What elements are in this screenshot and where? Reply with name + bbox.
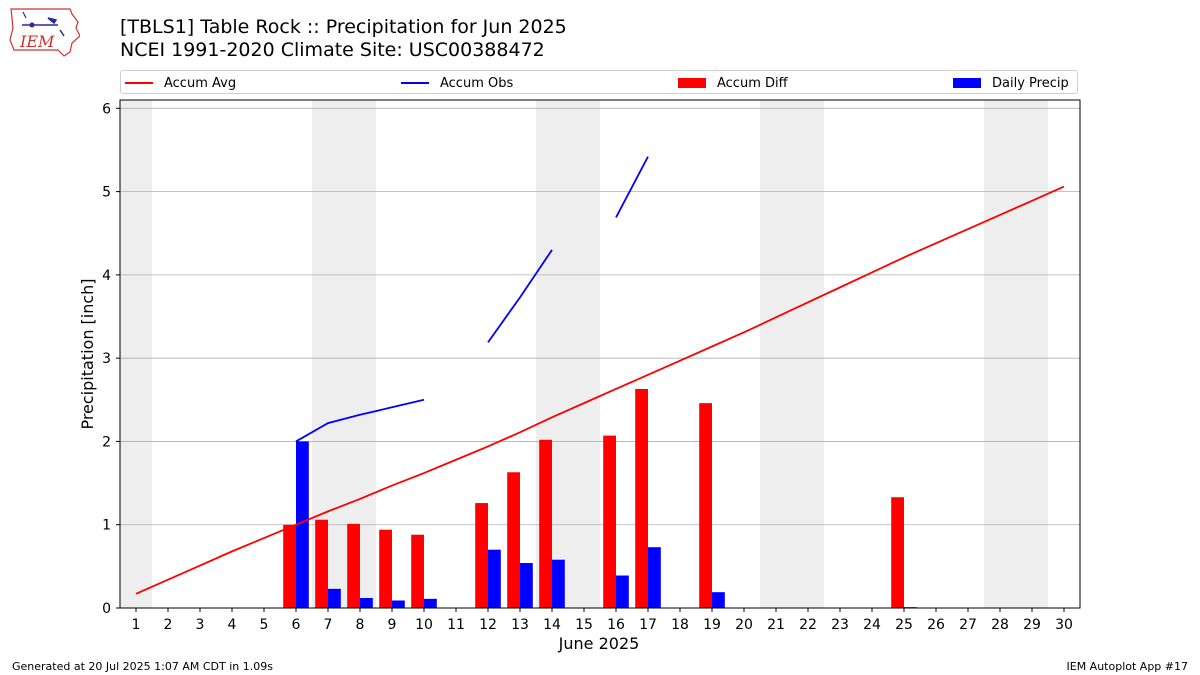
daily-precip-bar: [488, 549, 501, 608]
bar-series: [283, 388, 917, 608]
legend-item-accum-avg: Accum Avg: [125, 74, 236, 92]
x-tick-label: 9: [388, 617, 397, 633]
weekend-shade: [760, 100, 824, 608]
accum-avg-line: [135, 185, 1065, 595]
line-series: [135, 156, 1065, 595]
accum-diff-bar: [315, 519, 328, 608]
x-tick-label: 24: [863, 617, 881, 633]
x-tick-label: 30: [1055, 617, 1073, 633]
accum-diff-bar: [507, 472, 520, 608]
x-tick-label: 2: [164, 617, 173, 633]
legend-label-accum-diff: Accum Diff: [717, 75, 788, 91]
legend-swatch-daily-precip: [953, 78, 981, 88]
y-tick-label: 3: [102, 351, 111, 367]
accum-diff-bar: [635, 388, 648, 608]
accum-obs-line: [295, 398, 425, 443]
y-axis-label: Precipitation [inch]: [78, 278, 97, 429]
weekend-shade: [984, 100, 1048, 608]
accum-diff-bar: [379, 529, 392, 608]
plot-frame: [119, 99, 1081, 609]
accum-diff-bar: [347, 523, 360, 608]
x-axis-label: June 2025: [558, 634, 640, 653]
x-tick-label: 26: [927, 617, 945, 633]
x-tick-label: 20: [735, 617, 753, 633]
legend-swatch-accum-diff: [678, 78, 706, 88]
daily-precip-bar: [392, 600, 405, 608]
x-tick-label: 21: [767, 617, 785, 633]
y-tick-label: 1: [102, 518, 111, 534]
chart-legend: Accum Avg Accum Obs Accum Diff Daily Pre…: [120, 70, 1078, 94]
y-tick-label: 2: [102, 434, 111, 450]
legend-swatch-accum-obs: [401, 82, 429, 84]
chart-title: [TBLS1] Table Rock :: Precipitation for …: [120, 16, 567, 38]
legend-item-daily-precip: Daily Precip: [953, 74, 1069, 92]
x-tick-label: 14: [543, 617, 561, 633]
accum-diff-bar: [539, 439, 552, 608]
accum-diff-bar: [475, 503, 488, 608]
legend-label-daily-precip: Daily Precip: [992, 75, 1069, 91]
x-tick-label: 23: [831, 617, 849, 633]
daily-precip-bar: [520, 563, 533, 608]
accum-diff-bar: [699, 403, 712, 608]
legend-item-accum-diff: Accum Diff: [678, 74, 788, 92]
accum-obs-line: [487, 249, 553, 343]
weekend-shading: [120, 100, 1048, 608]
x-tick-label: 29: [1023, 617, 1041, 633]
x-tick-label: 22: [799, 617, 817, 633]
legend-label-accum-obs: Accum Obs: [440, 75, 514, 91]
x-tick-label: 3: [196, 617, 205, 633]
legend-swatch-accum-avg: [125, 82, 153, 84]
y-tick-label: 4: [102, 268, 111, 284]
accum-diff-bar: [891, 497, 904, 608]
x-tick-label: 17: [639, 617, 657, 633]
x-tick-label: 6: [292, 617, 301, 633]
x-tick-label: 13: [511, 617, 529, 633]
accum-diff-bar: [411, 534, 424, 608]
daily-precip-bar: [360, 598, 373, 608]
daily-precip-bar: [648, 547, 661, 608]
x-tick-label: 1: [132, 617, 141, 633]
accum-diff-bar: [603, 435, 616, 608]
daily-precip-bar: [296, 441, 309, 608]
y-tick-label: 6: [102, 101, 111, 117]
daily-precip-bar: [712, 592, 725, 608]
y-axis: 0 1 2 3 4 5 6: [102, 101, 120, 617]
accum-obs-line: [615, 156, 649, 218]
legend-label-accum-avg: Accum Avg: [164, 75, 237, 91]
app-credit: IEM Autoplot App #17: [1066, 660, 1189, 673]
generated-timestamp: Generated at 20 Jul 2025 1:07 AM CDT in …: [12, 660, 273, 673]
x-tick-label: 25: [895, 617, 913, 633]
x-tick-label: 8: [356, 617, 365, 633]
svg-text:IEM: IEM: [19, 32, 55, 51]
x-tick-label: 10: [415, 617, 433, 633]
y-tick-label: 5: [102, 185, 111, 201]
daily-precip-bar: [328, 588, 341, 608]
x-tick-label: 16: [607, 617, 625, 633]
x-tick-label: 7: [324, 617, 333, 633]
daily-precip-bar: [424, 598, 437, 608]
y-tick-label: 0: [102, 601, 111, 617]
x-tick-label: 18: [671, 617, 689, 633]
accum-diff-bar: [283, 524, 296, 608]
weekend-shade: [120, 100, 152, 608]
legend-item-accum-obs: Accum Obs: [401, 74, 513, 92]
x-tick-label: 27: [959, 617, 977, 633]
x-tick-label: 5: [260, 617, 269, 633]
x-tick-label: 19: [703, 617, 721, 633]
daily-precip-bar: [616, 575, 629, 608]
x-tick-label: 28: [991, 617, 1009, 633]
x-tick-label: 11: [447, 617, 465, 633]
x-tick-label: 12: [479, 617, 497, 633]
daily-precip-bar: [552, 559, 565, 608]
x-tick-label: 15: [575, 617, 593, 633]
x-axis: 1 2 3 4 5 6 7 8 9 10 11 12 13 14 15 16 17 18 19 20 21 22 23 24 2…: [132, 608, 1073, 633]
chart-subtitle: NCEI 1991-2020 Climate Site: USC00388472: [120, 39, 545, 61]
iem-logo: IEM: [8, 6, 81, 58]
x-tick-label: 4: [228, 617, 237, 633]
